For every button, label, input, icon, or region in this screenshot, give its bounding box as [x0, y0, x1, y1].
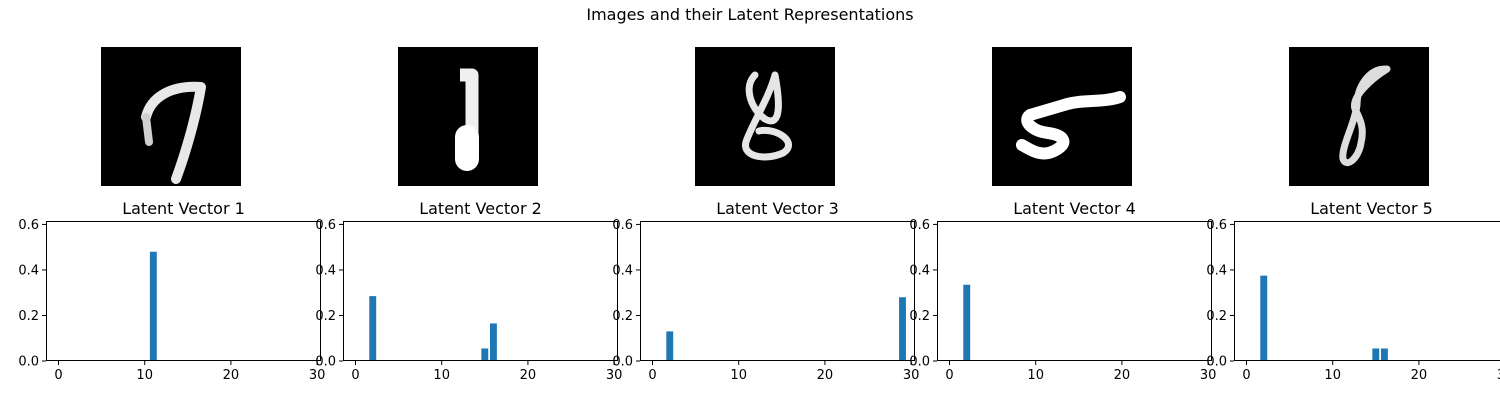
digit-image-1	[101, 47, 241, 186]
digit-image-5	[1289, 47, 1429, 186]
latent-bar	[369, 296, 377, 361]
y-tick-label: 0.0	[612, 355, 633, 370]
x-tick-label: 20	[817, 368, 834, 383]
digit-image-3	[695, 47, 835, 186]
x-tick-label: 30	[309, 368, 326, 383]
digit-image-2	[398, 47, 538, 186]
latent-bar	[149, 251, 157, 361]
axes-frame	[46, 221, 321, 361]
y-tick-label: 0.2	[1206, 309, 1227, 324]
x-tick-label: 10	[1027, 368, 1044, 383]
x-tick-label: 30	[903, 368, 920, 383]
latent-bar	[481, 348, 489, 361]
y-tick-label: 0.4	[1206, 263, 1227, 278]
y-tick-label: 0.0	[18, 355, 39, 370]
subplot-title-3: Latent Vector 3	[716, 199, 839, 218]
latent-bar	[1380, 348, 1388, 361]
x-tick-label: 10	[433, 368, 450, 383]
latent-bar	[963, 284, 971, 361]
axes-frame	[1234, 221, 1500, 361]
y-tick-label: 0.2	[909, 309, 930, 324]
latent-bar-chart-1: 0 10 20 30 0.0 0.2 0.4 0.6	[18, 218, 325, 383]
y-tick-label: 0.0	[909, 355, 930, 370]
y-tick-label: 0.6	[909, 218, 930, 233]
x-tick-label: 30	[606, 368, 623, 383]
x-tick-label: 10	[730, 368, 747, 383]
subplot-title-5: Latent Vector 5	[1310, 199, 1433, 218]
axes-frame	[640, 221, 915, 361]
y-tick-label: 0.6	[315, 218, 336, 233]
x-tick-label: 0	[351, 368, 359, 383]
y-tick-label: 0.4	[18, 263, 39, 278]
latent-bar-chart-2: 0 10 20 30 0.0 0.2 0.4 0.6	[315, 218, 622, 383]
x-tick-label: 10	[136, 368, 153, 383]
y-tick-label: 0.0	[315, 355, 336, 370]
axes-frame	[343, 221, 618, 361]
y-tick-label: 0.4	[612, 263, 633, 278]
figure-title: Images and their Latent Representations	[586, 5, 914, 24]
latent-bar	[1260, 275, 1268, 361]
y-tick-label: 0.4	[909, 263, 930, 278]
y-tick-label: 0.6	[612, 218, 633, 233]
latent-bar-chart-4: 0 10 20 30 0.0 0.2 0.4 0.6	[909, 218, 1216, 383]
x-tick-label: 20	[223, 368, 240, 383]
x-tick-label: 30	[1200, 368, 1217, 383]
x-tick-label: 20	[520, 368, 537, 383]
latent-bar	[899, 297, 906, 361]
y-tick-label: 0.2	[315, 309, 336, 324]
latent-bar-chart-3: 0 10 20 30 0.0 0.2 0.4 0.6	[612, 218, 919, 383]
x-tick-label: 0	[648, 368, 656, 383]
latent-bar	[1372, 348, 1380, 361]
latent-bar	[666, 331, 674, 361]
y-tick-label: 0.2	[612, 309, 633, 324]
subplot-title-2: Latent Vector 2	[419, 199, 542, 218]
y-tick-label: 0.4	[315, 263, 336, 278]
x-tick-label: 20	[1411, 368, 1428, 383]
x-tick-label: 20	[1114, 368, 1131, 383]
digit-image-4	[992, 47, 1132, 186]
y-tick-label: 0.0	[1206, 355, 1227, 370]
x-tick-label: 0	[1242, 368, 1250, 383]
subplot-title-4: Latent Vector 4	[1013, 199, 1136, 218]
x-tick-label: 0	[945, 368, 953, 383]
x-tick-label: 0	[54, 368, 62, 383]
latent-bar-chart-5: 0 10 20 30 0.0 0.2 0.4 0.6	[1206, 218, 1500, 383]
y-tick-label: 0.2	[18, 309, 39, 324]
subplot-title-1: Latent Vector 1	[122, 199, 245, 218]
x-tick-label: 30	[1497, 368, 1500, 383]
y-tick-label: 0.6	[18, 218, 39, 233]
latent-bar	[489, 323, 497, 361]
axes-frame	[937, 221, 1212, 361]
x-tick-label: 10	[1324, 368, 1341, 383]
y-tick-label: 0.6	[1206, 218, 1227, 233]
